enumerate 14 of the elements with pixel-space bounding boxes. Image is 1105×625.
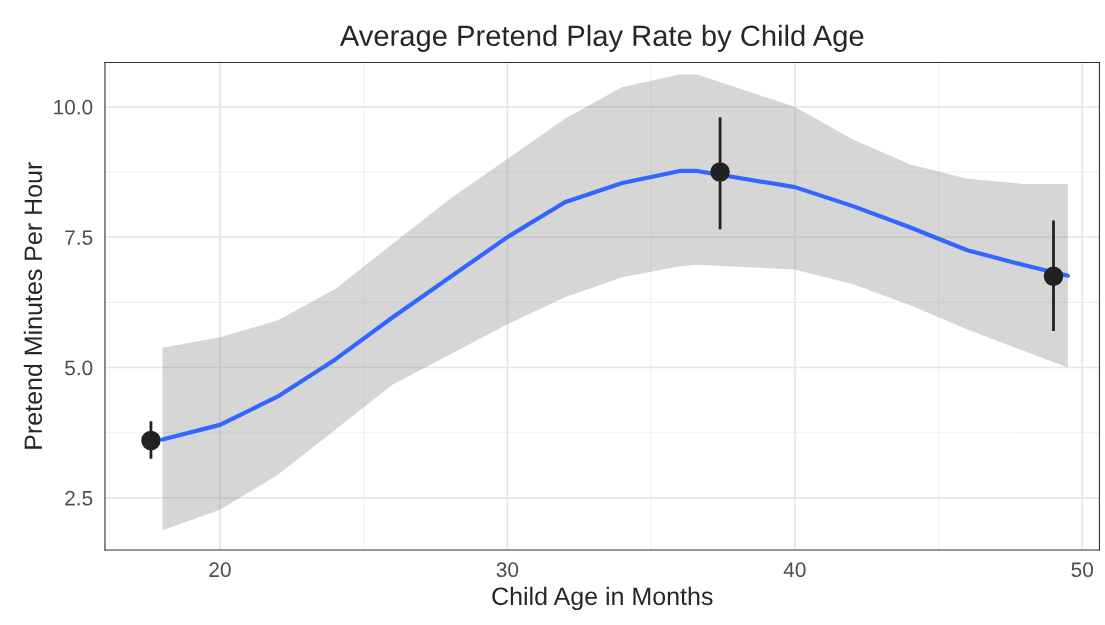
x-tick-label: 30 xyxy=(496,562,519,578)
y-axis-title: Pretend Minutes Per Hour xyxy=(23,162,43,449)
y-tick-label: 7.5 xyxy=(65,230,93,245)
point xyxy=(141,430,161,451)
point xyxy=(1043,266,1064,287)
x-tick-label: 20 xyxy=(209,562,231,578)
chart-title: Average Pretend Play Rate by Child Age xyxy=(339,24,864,52)
x-tick-label: 50 xyxy=(1071,562,1093,578)
x-tick-label: 40 xyxy=(783,562,806,578)
y-tick-label: 5.0 xyxy=(65,360,93,376)
point xyxy=(710,162,730,182)
y-tick-label: 2.5 xyxy=(65,490,93,506)
x-axis-title: Child Age in Months xyxy=(492,586,713,611)
y-tick-label: 10.0 xyxy=(54,99,93,115)
